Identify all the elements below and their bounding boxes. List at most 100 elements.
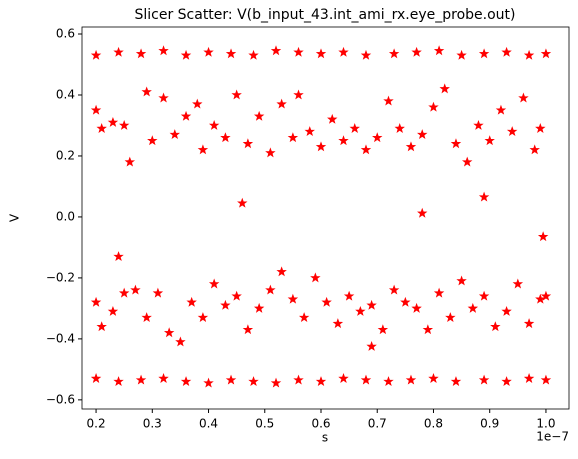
point [242,138,254,149]
point [490,321,501,332]
point [310,272,321,283]
point [400,296,411,307]
point [107,305,119,316]
point [360,374,372,385]
x-tick-label: 0.3 [143,417,162,431]
point [433,287,445,298]
point [158,92,169,103]
point [253,302,265,313]
point [158,373,169,383]
point [242,324,254,335]
point [388,284,400,295]
point [478,290,490,301]
point [343,290,355,301]
point [90,49,102,60]
point [186,296,197,307]
point [478,191,490,202]
point [394,123,405,133]
point [270,377,282,388]
point [180,376,192,386]
point [377,324,389,335]
point [388,48,400,59]
point [231,89,242,100]
point [484,135,495,146]
point [265,284,276,295]
x-axis-label: s [322,431,328,445]
point [450,376,462,386]
point [495,104,507,115]
point [405,141,417,152]
point [220,299,231,310]
point [175,336,186,347]
point [248,376,259,386]
point [523,49,535,60]
point [237,197,248,208]
point [96,123,107,133]
point [405,374,417,385]
y-axis-label: V [8,213,22,222]
x-tick-label: 0.8 [424,417,443,431]
point [321,296,332,307]
point [225,374,237,385]
point [327,113,338,124]
point [473,119,484,130]
point [355,305,366,316]
x-tick-label: 0.4 [199,417,218,431]
point [501,46,512,57]
point [169,129,180,140]
point [90,296,102,307]
point [445,312,456,322]
point [231,290,242,301]
x-tick-label: 0.9 [480,417,499,431]
point [304,126,315,136]
point [293,89,304,100]
point [118,287,130,298]
point [96,321,107,332]
point [518,92,529,103]
point [118,119,130,130]
point [293,374,304,385]
point [107,116,119,127]
point [253,110,265,121]
point [462,156,473,167]
point [113,376,124,386]
point [529,144,540,155]
point [338,373,349,383]
point [248,49,259,60]
point [203,377,214,388]
point [113,46,124,57]
point [141,312,152,322]
y-tick-label: 0.6 [56,27,75,41]
point [124,156,136,167]
point [90,104,102,115]
point [383,376,394,386]
point [208,119,220,130]
plot-frame [81,26,570,410]
point [90,373,102,383]
point [506,126,518,136]
point [135,48,147,59]
point [512,278,524,289]
point [422,324,434,335]
point [113,251,124,261]
point [225,48,237,59]
point [208,278,220,289]
point [220,132,231,143]
point [360,144,372,155]
point [332,318,344,329]
point [298,312,310,322]
point [197,312,209,322]
point [478,48,490,59]
point [428,373,439,383]
x-tick-label: 0.7 [368,417,387,431]
point [130,284,141,295]
point [315,141,327,152]
x-tick-label: 0.6 [311,417,330,431]
point [203,46,214,57]
point [287,293,299,304]
y-tick-label: −0.6 [46,392,75,406]
y-tick-label: 0.0 [56,209,75,223]
point [417,207,428,218]
point [366,341,377,351]
y-tick-label: −0.4 [46,331,75,345]
